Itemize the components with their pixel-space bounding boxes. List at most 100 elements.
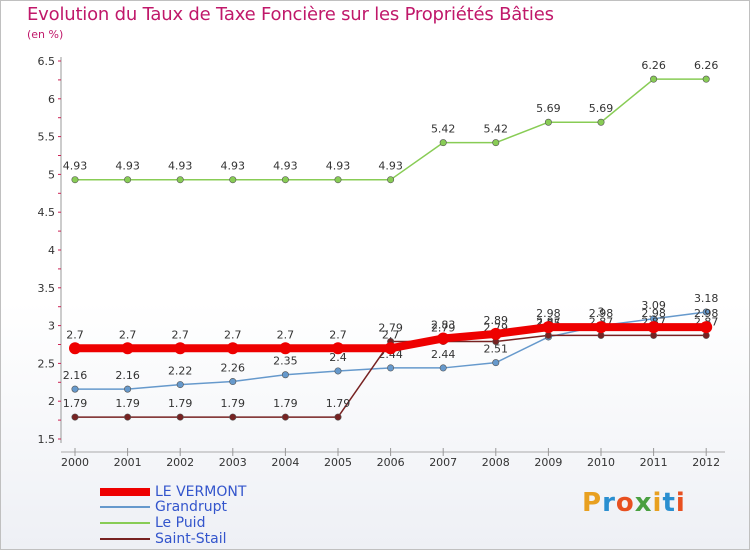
data-point-le-vermont bbox=[700, 321, 713, 334]
data-point-saint-stail bbox=[334, 413, 342, 421]
data-point-le-vermont bbox=[332, 342, 344, 355]
data-label-saint-stail: 1.79 bbox=[273, 397, 298, 410]
legend-item-le-puid: Le Puid bbox=[100, 515, 320, 531]
x-tick-label: 2008 bbox=[482, 456, 510, 469]
data-label-grandrupt: 2.16 bbox=[115, 369, 140, 382]
legend-label-le-vermont: LE VERMONT bbox=[155, 484, 247, 500]
data-point-le-puid bbox=[229, 176, 237, 184]
data-point-le-puid bbox=[702, 75, 710, 83]
data-point-saint-stail bbox=[650, 331, 658, 339]
legend-label-grandrupt: Grandrupt bbox=[155, 499, 227, 515]
data-label-le-vermont: 2.7 bbox=[382, 328, 400, 341]
data-label-le-vermont: 2.98 bbox=[641, 307, 666, 320]
x-tick-label: 2012 bbox=[692, 456, 720, 469]
data-label-le-puid: 4.93 bbox=[326, 160, 351, 173]
data-point-le-puid bbox=[492, 139, 500, 147]
data-label-le-puid: 5.69 bbox=[536, 102, 561, 115]
x-tick-label: 2003 bbox=[219, 456, 247, 469]
data-point-grandrupt bbox=[702, 308, 710, 316]
data-label-le-puid: 6.26 bbox=[694, 59, 719, 72]
x-tick-label: 2001 bbox=[114, 456, 142, 469]
data-point-saint-stail bbox=[597, 331, 605, 339]
data-point-saint-stail bbox=[124, 413, 132, 421]
data-point-saint-stail bbox=[176, 413, 184, 421]
data-label-grandrupt: 2.26 bbox=[221, 362, 246, 375]
x-tick-label: 2004 bbox=[271, 456, 299, 469]
data-label-le-vermont: 2.98 bbox=[589, 307, 614, 320]
data-label-grandrupt: 3.09 bbox=[641, 299, 666, 312]
data-point-le-puid bbox=[124, 176, 132, 184]
data-point-le-puid bbox=[387, 176, 395, 184]
data-label-saint-stail: 2.79 bbox=[378, 321, 403, 334]
x-tick-label: 2005 bbox=[324, 456, 352, 469]
data-point-le-vermont bbox=[542, 321, 555, 334]
data-label-saint-stail: 1.79 bbox=[115, 397, 140, 410]
x-tick-label: 2000 bbox=[61, 456, 89, 469]
data-point-le-vermont bbox=[384, 342, 397, 355]
data-label-grandrupt: 2.51 bbox=[484, 343, 509, 356]
data-point-le-puid bbox=[71, 176, 79, 184]
data-point-grandrupt bbox=[492, 359, 500, 367]
chart-title: Evolution du Taux de Taxe Foncière sur l… bbox=[27, 4, 554, 25]
y-tick-label: 4.5 bbox=[38, 206, 56, 219]
y-tick-label: 5.5 bbox=[38, 131, 56, 144]
x-tick-label: 2010 bbox=[587, 456, 615, 469]
legend-swatch-le-puid bbox=[100, 522, 150, 524]
y-tick-label: 4 bbox=[48, 244, 55, 257]
legend-item-grandrupt: Grandrupt bbox=[100, 499, 320, 515]
legend-label-saint-stail: Saint-Stail bbox=[155, 531, 227, 547]
y-tick-label: 1.5 bbox=[38, 433, 56, 446]
x-tick-label: 2007 bbox=[429, 456, 457, 469]
data-label-le-puid: 4.93 bbox=[115, 160, 140, 173]
data-label-le-vermont: 2.89 bbox=[484, 314, 509, 327]
x-tick-label: 2002 bbox=[166, 456, 194, 469]
data-point-le-puid bbox=[334, 176, 342, 184]
data-point-grandrupt bbox=[281, 371, 289, 379]
data-point-le-vermont bbox=[647, 321, 660, 334]
data-label-grandrupt: 2.44 bbox=[431, 348, 456, 361]
x-tick-label: 2011 bbox=[640, 456, 668, 469]
legend-item-le-vermont: LE VERMONT bbox=[100, 484, 320, 500]
data-point-le-puid bbox=[176, 176, 184, 184]
data-label-grandrupt: 3 bbox=[598, 306, 605, 319]
data-label-le-vermont: 2.7 bbox=[224, 328, 242, 341]
data-label-le-puid: 5.42 bbox=[484, 123, 509, 136]
data-point-le-puid bbox=[281, 176, 289, 184]
data-label-saint-stail: 2.79 bbox=[431, 321, 456, 334]
data-label-le-puid: 4.93 bbox=[273, 160, 298, 173]
data-point-le-vermont bbox=[437, 332, 450, 345]
data-point-grandrupt bbox=[439, 364, 447, 372]
data-label-le-vermont: 2.7 bbox=[119, 328, 137, 341]
data-point-saint-stail bbox=[281, 413, 289, 421]
data-point-grandrupt bbox=[387, 364, 395, 372]
data-label-grandrupt: 2.35 bbox=[273, 355, 298, 368]
data-point-grandrupt bbox=[229, 378, 237, 386]
data-point-le-vermont bbox=[489, 327, 502, 340]
data-label-le-puid: 4.93 bbox=[168, 160, 193, 173]
data-label-le-vermont: 2.7 bbox=[329, 328, 347, 341]
data-point-le-puid bbox=[544, 118, 552, 126]
data-point-le-vermont bbox=[279, 342, 292, 355]
y-tick-label: 3 bbox=[48, 320, 55, 333]
data-point-saint-stail bbox=[71, 413, 79, 421]
data-label-le-puid: 4.93 bbox=[63, 160, 88, 173]
data-label-grandrupt: 2.16 bbox=[63, 369, 88, 382]
data-label-saint-stail: 1.79 bbox=[63, 397, 88, 410]
data-label-le-vermont: 2.98 bbox=[536, 307, 561, 320]
data-label-le-vermont: 2.83 bbox=[431, 318, 456, 331]
data-point-grandrupt bbox=[334, 367, 342, 375]
legend-swatch-le-vermont bbox=[100, 488, 150, 496]
data-label-grandrupt: 2.4 bbox=[329, 351, 347, 364]
y-tick-label: 6 bbox=[48, 93, 55, 106]
data-label-le-vermont: 2.7 bbox=[171, 328, 189, 341]
data-label-grandrupt: 2.22 bbox=[168, 365, 193, 378]
data-point-le-puid bbox=[650, 75, 658, 83]
y-tick-label: 6.5 bbox=[38, 55, 56, 68]
legend-swatch-saint-stail bbox=[100, 538, 150, 540]
data-label-le-puid: 6.26 bbox=[641, 59, 666, 72]
data-label-saint-stail: 1.79 bbox=[221, 397, 246, 410]
data-point-grandrupt bbox=[124, 385, 132, 393]
data-label-le-puid: 4.93 bbox=[221, 160, 246, 173]
y-tick-label: 2 bbox=[48, 395, 55, 408]
